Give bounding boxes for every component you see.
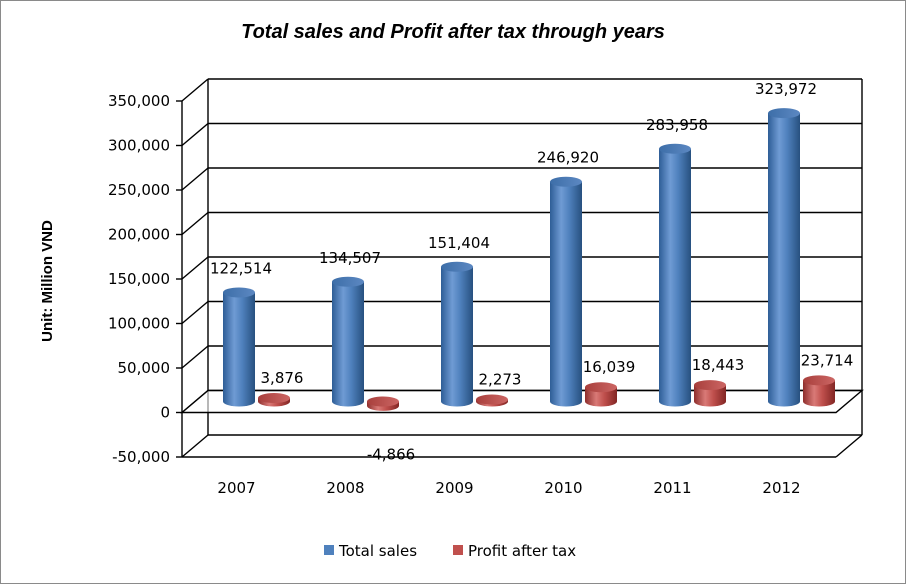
legend: Total sales Profit after tax bbox=[324, 542, 576, 560]
bar-total-sales-2010 bbox=[550, 176, 582, 407]
x-tick-label: 2008 bbox=[326, 479, 364, 497]
legend-label: Total sales bbox=[338, 542, 417, 560]
gridline-connector bbox=[181, 211, 209, 236]
bar-total-sales-2012 bbox=[768, 108, 800, 407]
legend-label: Profit after tax bbox=[468, 542, 576, 560]
data-labels: 122,514 3,876 134,507 -4,866 151,404 2,273 246… bbox=[210, 80, 853, 463]
data-label-total-sales: 246,920 bbox=[537, 149, 599, 167]
bar-total-sales-2011 bbox=[659, 143, 691, 407]
gridlines bbox=[176, 78, 862, 458]
data-label-profit-after-tax: 3,876 bbox=[261, 369, 304, 387]
gridline-connector bbox=[181, 122, 209, 147]
y-tick-label: 150,000 bbox=[108, 270, 170, 288]
bar-profit-after-tax-2007 bbox=[258, 393, 290, 407]
legend-swatch bbox=[453, 545, 463, 555]
gridline-connector bbox=[181, 256, 209, 280]
y-tick-label: 100,000 bbox=[108, 315, 170, 333]
y-tick-label: 300,000 bbox=[108, 137, 170, 155]
data-label-total-sales: 122,514 bbox=[210, 259, 272, 277]
data-label-total-sales: 283,958 bbox=[646, 116, 708, 134]
y-tick-label: 50,000 bbox=[118, 359, 171, 377]
x-tick-label: 2010 bbox=[544, 479, 582, 497]
bottom-right-edge bbox=[835, 434, 863, 458]
bar-total-sales-2009 bbox=[441, 261, 473, 407]
gridline-connector bbox=[181, 345, 209, 369]
bar-profit-after-tax-2011 bbox=[694, 380, 726, 407]
data-label-total-sales: 323,972 bbox=[755, 80, 817, 98]
x-tick-label: 2012 bbox=[762, 479, 800, 497]
data-label-profit-after-tax: 18,443 bbox=[692, 356, 745, 374]
x-tick-label: 2011 bbox=[653, 479, 691, 497]
bar-total-sales-2008 bbox=[332, 276, 364, 407]
bar-profit-after-tax-2009 bbox=[476, 394, 508, 407]
bars bbox=[223, 108, 835, 411]
legend-swatch bbox=[324, 545, 334, 555]
bar-profit-after-tax-2012 bbox=[803, 375, 835, 407]
gridline-connector bbox=[181, 300, 209, 325]
gridline-connector bbox=[181, 434, 209, 458]
bar-profit-after-tax-2010 bbox=[585, 382, 617, 407]
x-tick-label: 2007 bbox=[217, 479, 255, 497]
data-label-profit-after-tax: 23,714 bbox=[801, 351, 854, 369]
y-axis-label: Unit: Million VND bbox=[39, 220, 56, 342]
bar-total-sales-2007 bbox=[223, 287, 255, 407]
chart-title: Total sales and Profit after tax through… bbox=[241, 21, 665, 43]
y-tick-label: -50,000 bbox=[112, 448, 170, 466]
data-label-profit-after-tax: 16,039 bbox=[583, 358, 636, 376]
y-ticks: -50,000 0 50,000 100,000 150,000 200,000 250,0… bbox=[108, 92, 170, 466]
data-label-total-sales: 134,507 bbox=[319, 249, 381, 267]
y-tick-label: 250,000 bbox=[108, 181, 170, 199]
bar-profit-after-tax-2008 bbox=[367, 396, 399, 411]
data-label-profit-after-tax: 2,273 bbox=[479, 370, 522, 388]
data-label-total-sales: 151,404 bbox=[428, 234, 490, 252]
x-tick-label: 2009 bbox=[435, 479, 473, 497]
y-tick-label: 0 bbox=[160, 404, 170, 422]
x-ticks: 2007 2008 2009 2010 2011 2012 bbox=[217, 479, 800, 497]
gridline-connector bbox=[181, 78, 209, 102]
y-tick-label: 200,000 bbox=[108, 226, 170, 244]
data-label-profit-after-tax: -4,866 bbox=[367, 446, 415, 464]
y-tick-label: 350,000 bbox=[108, 92, 170, 110]
gridline-connector bbox=[181, 167, 209, 191]
